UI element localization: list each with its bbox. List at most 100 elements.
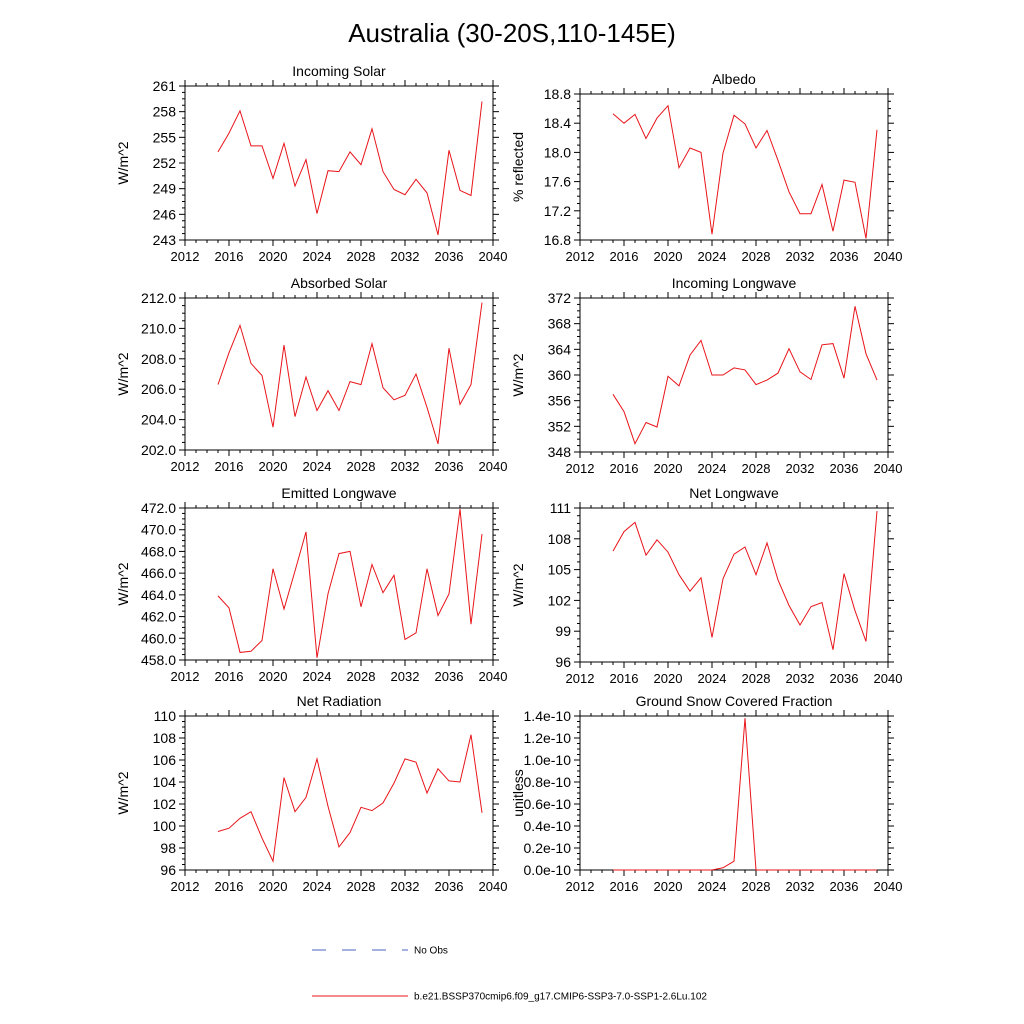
y-tick-label: 212.0 [141, 290, 176, 306]
y-tick-label: 246 [153, 206, 177, 222]
x-tick-label: 2020 [654, 249, 683, 264]
y-tick-label: 368 [548, 316, 572, 332]
x-tick-label: 2012 [566, 671, 595, 686]
y-tick-label: 1.2e-10 [524, 730, 572, 746]
x-tick-label: 2020 [259, 669, 288, 684]
x-tick-label: 2040 [874, 671, 903, 686]
y-tick-label: 0.4e-10 [524, 818, 572, 834]
plot-frame [184, 85, 494, 241]
y-tick-label: 462.0 [141, 609, 176, 625]
y-tick-label: 261 [153, 78, 177, 94]
y-tick-label: 96 [160, 862, 176, 878]
y-tick-label: 18.0 [544, 144, 571, 160]
x-tick-label: 2012 [566, 879, 595, 894]
y-tick-label: 348 [548, 444, 572, 460]
y-tick-label: 243 [153, 232, 177, 248]
panel-title: Net Longwave [689, 485, 779, 501]
panel-title: Emitted Longwave [281, 485, 396, 501]
y-tick-label: 356 [548, 393, 572, 409]
x-tick-label: 2016 [610, 671, 639, 686]
x-tick-label: 2016 [610, 249, 639, 264]
x-tick-label: 2020 [259, 879, 288, 894]
y-tick-label: 352 [548, 418, 572, 434]
panel-6: Net Radiation 2012 2016 2020 2024 2028 2032 203… [115, 693, 507, 894]
x-tick-label: 2040 [874, 249, 903, 264]
x-tick-label: 2016 [215, 879, 244, 894]
y-tick-label: 16.8 [544, 232, 571, 248]
y-tick-label: 206.0 [141, 381, 176, 397]
y-tick-label: 108 [153, 730, 177, 746]
x-tick-label: 2040 [479, 249, 508, 264]
x-tick-label: 2040 [479, 879, 508, 894]
x-tick-label: 2020 [259, 459, 288, 474]
x-tick-label: 2028 [742, 249, 771, 264]
y-tick-label: 364 [548, 341, 572, 357]
panel-grid: Incoming Solar 2012 2016 2020 2024 2028 2032 20… [115, 63, 902, 894]
x-tick-label: 2036 [830, 461, 859, 476]
x-tick-label: 2016 [610, 461, 639, 476]
x-tick-label: 2032 [391, 459, 420, 474]
y-axis-label: W/m^2 [510, 353, 526, 396]
x-tick-label: 2012 [171, 669, 200, 684]
y-tick-label: 202.0 [141, 442, 176, 458]
x-tick-label: 2024 [698, 249, 727, 264]
legend-series-label: b.e21.BSSP370cmip6.f09_g17.CMIP6-SSP3-7.… [414, 992, 707, 1003]
series-line [612, 511, 878, 650]
y-axis-label: unitless [510, 769, 526, 816]
x-tick-label: 2036 [830, 879, 859, 894]
y-tick-label: 0.2e-10 [524, 840, 572, 856]
series-line [217, 302, 483, 445]
x-tick-label: 2020 [259, 249, 288, 264]
x-tick-label: 2036 [435, 459, 464, 474]
x-tick-label: 2016 [610, 879, 639, 894]
y-tick-label: 0.0e-10 [524, 862, 572, 878]
x-tick-label: 2024 [698, 879, 727, 894]
series-line [217, 509, 483, 658]
x-tick-label: 2032 [786, 671, 815, 686]
x-tick-label: 2012 [566, 249, 595, 264]
y-axis-label: W/m^2 [115, 562, 131, 605]
x-tick-label: 2028 [347, 459, 376, 474]
series-line [217, 101, 483, 236]
y-tick-label: 104 [153, 774, 177, 790]
y-tick-label: 249 [153, 181, 177, 197]
panel-3: Incoming Longwave 2012 2016 2020 2024 2028 203… [510, 275, 902, 476]
x-tick-label: 2016 [215, 459, 244, 474]
x-tick-label: 2036 [830, 671, 859, 686]
x-tick-label: 2012 [566, 461, 595, 476]
series-line [612, 306, 878, 445]
panel-title: Incoming Longwave [672, 275, 797, 291]
y-axis-label: W/m^2 [115, 352, 131, 395]
y-tick-label: 18.4 [544, 115, 571, 131]
x-tick-label: 2028 [347, 669, 376, 684]
y-tick-label: 460.0 [141, 630, 176, 646]
x-tick-label: 2032 [391, 669, 420, 684]
x-tick-label: 2016 [215, 249, 244, 264]
y-tick-label: 111 [550, 500, 571, 516]
x-tick-label: 2040 [874, 879, 903, 894]
series-line [613, 718, 877, 871]
y-tick-label: 106 [153, 752, 177, 768]
x-tick-label: 2036 [435, 249, 464, 264]
x-tick-label: 2028 [347, 879, 376, 894]
y-axis-label: W/m^2 [115, 771, 131, 814]
series-line [612, 104, 878, 239]
y-axis-label: W/m^2 [510, 563, 526, 606]
y-tick-label: 204.0 [141, 412, 176, 428]
y-axis-label: % reflected [510, 132, 526, 202]
y-tick-label: 0.8e-10 [524, 774, 572, 790]
y-tick-label: 255 [153, 129, 177, 145]
panel-title: Incoming Solar [292, 63, 386, 79]
x-tick-label: 2016 [215, 669, 244, 684]
x-tick-label: 2024 [303, 879, 332, 894]
x-tick-label: 2020 [654, 671, 683, 686]
y-tick-label: 105 [548, 562, 572, 578]
x-tick-label: 2024 [303, 459, 332, 474]
y-tick-label: 17.2 [544, 203, 571, 219]
x-tick-label: 2024 [698, 461, 727, 476]
y-tick-label: 18.8 [544, 86, 571, 102]
panel-title: Ground Snow Covered Fraction [636, 693, 833, 709]
x-tick-label: 2032 [391, 249, 420, 264]
x-tick-label: 2040 [874, 461, 903, 476]
